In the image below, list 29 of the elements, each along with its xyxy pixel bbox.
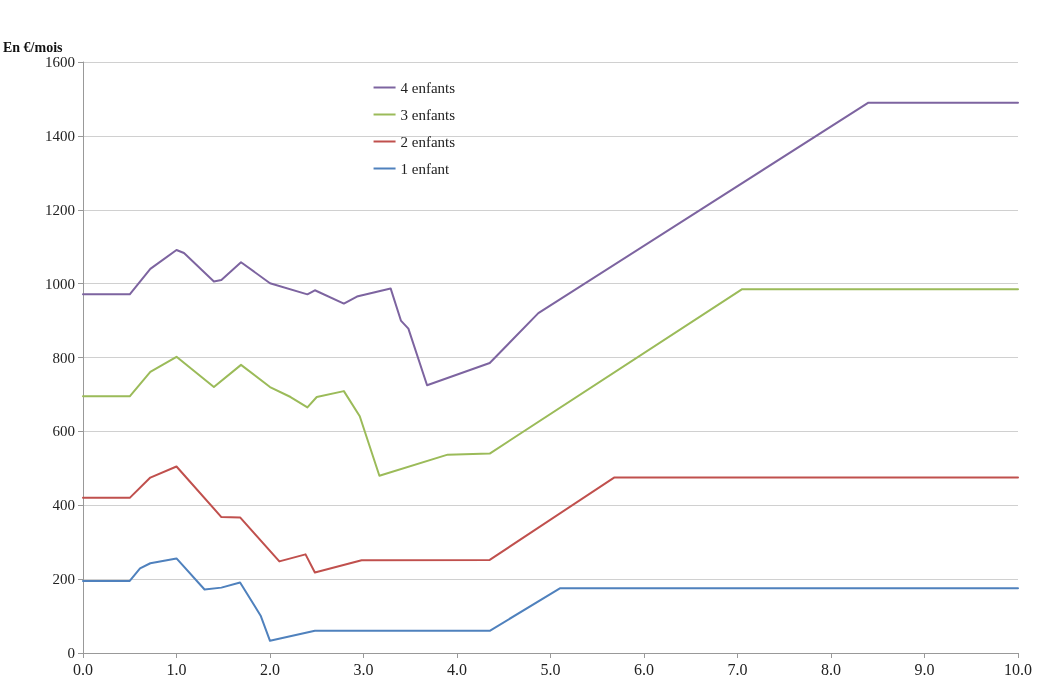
x-tick-label: 8.0 — [821, 660, 841, 678]
x-tick-label: 1.0 — [166, 660, 187, 678]
y-axis-title: En €/mois — [3, 39, 64, 55]
x-tick-label: 7.0 — [727, 660, 748, 678]
x-tick-label: 0.0 — [73, 660, 93, 678]
x-tick-label: 4.0 — [447, 660, 467, 678]
legend-label: 3 enfants — [400, 106, 456, 123]
x-tick-label: 2.0 — [260, 660, 280, 678]
x-tick-label: 6.0 — [634, 660, 654, 678]
y-tick-label: 1200 — [45, 201, 75, 218]
y-tick-label: 1600 — [45, 54, 75, 70]
line-series — [82, 101, 1019, 387]
line-series — [82, 465, 1019, 574]
line-series — [82, 288, 1019, 477]
x-tick-label: 3.0 — [353, 660, 374, 678]
legend-label: 4 enfants — [400, 79, 456, 96]
x-tick-label: 9.0 — [914, 660, 935, 678]
legend-label: 1 enfant — [400, 160, 451, 177]
y-tick-label: 600 — [52, 423, 75, 440]
legend-label: 2 enfants — [400, 133, 456, 150]
y-tick-label: 1400 — [45, 127, 75, 144]
x-tick-label: 5.0 — [540, 660, 561, 678]
line-series — [82, 557, 1019, 642]
y-tick-label: 200 — [52, 571, 75, 588]
y-tick-label: 0 — [67, 645, 75, 661]
x-tick-label: 10.0 — [1004, 660, 1032, 678]
y-tick-label: 800 — [52, 349, 75, 366]
y-tick-label: 400 — [52, 497, 75, 514]
y-tick-label: 1000 — [45, 275, 75, 292]
